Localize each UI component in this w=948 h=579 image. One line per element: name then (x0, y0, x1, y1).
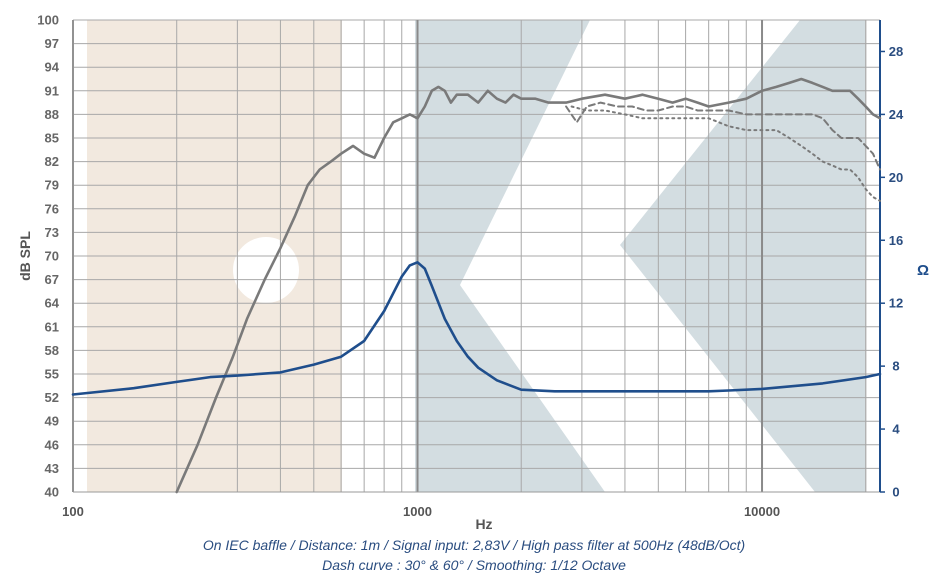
y2-tick-label: 16 (889, 233, 903, 248)
caption-line-1: On IEC baffle / Distance: 1m / Signal in… (202, 537, 746, 553)
y-tick-label: 46 (45, 437, 59, 452)
x-tick-label: 100 (62, 504, 84, 519)
y2-tick-label: 0 (892, 485, 899, 500)
series (71, 77, 882, 494)
y-tick-label: 49 (45, 414, 59, 429)
y-tick-label: 73 (45, 225, 59, 240)
y-tick-label: 91 (45, 83, 59, 98)
y-axis-title: dB SPL (17, 231, 33, 281)
y2-tick-label: 4 (892, 422, 900, 437)
y-tick-label: 94 (45, 60, 60, 75)
y-tick-label: 61 (45, 319, 59, 334)
y-tick-label: 67 (45, 272, 59, 287)
y-tick-label: 40 (45, 485, 59, 500)
y-tick-label: 76 (45, 201, 59, 216)
y2-tick-label: 12 (889, 296, 903, 311)
spl-30deg-line (565, 101, 881, 171)
y-tick-label: 88 (45, 107, 59, 122)
y-tick-label: 52 (45, 390, 59, 405)
y2-axis-title: Ω (917, 262, 929, 279)
x-tick-label: 1000 (403, 504, 432, 519)
y-tick-label: 97 (45, 36, 59, 51)
grid (72, 19, 880, 493)
y-tick-label: 85 (45, 131, 59, 146)
spl-60deg-line (570, 105, 881, 202)
impedance-line (71, 261, 882, 396)
y2-tick-label: 20 (889, 170, 903, 185)
spl-on-axis-line (175, 77, 882, 494)
x-tick-label: 10000 (744, 504, 780, 519)
y2-tick-label: 8 (892, 359, 899, 374)
caption-line-2: Dash curve : 30° & 60° / Smoothing: 1/12… (322, 557, 626, 573)
y2-tick-label: 28 (889, 44, 903, 59)
x-axis-title: Hz (475, 516, 492, 532)
y-tick-label: 100 (37, 13, 59, 28)
y-tick-label: 82 (45, 154, 59, 169)
watermark-circle (233, 237, 299, 303)
axes (72, 20, 885, 493)
y-tick-label: 64 (45, 296, 60, 311)
y-tick-label: 55 (45, 367, 59, 382)
y-tick-label: 43 (45, 461, 59, 476)
tick-labels: 4043464952555861646770737679828588919497… (37, 13, 904, 520)
y-tick-label: 79 (45, 178, 59, 193)
y2-tick-label: 24 (889, 107, 904, 122)
y-tick-label: 70 (45, 249, 59, 264)
y-tick-label: 58 (45, 343, 59, 358)
